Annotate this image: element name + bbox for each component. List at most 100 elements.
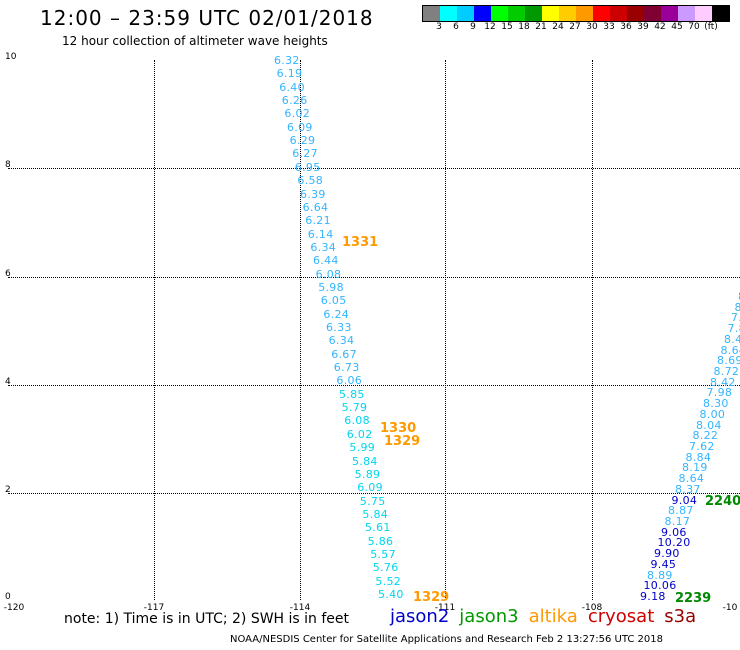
wave-height-label: 5.57 xyxy=(370,547,396,561)
wave-height-label: 6.27 xyxy=(292,147,318,161)
wave-height-label: 5.76 xyxy=(372,561,399,575)
wave-height-label: 9.04 xyxy=(671,493,698,507)
color-scale-label: 33 xyxy=(603,22,615,32)
wave-height-label: 6.39 xyxy=(300,187,326,201)
wave-height-label: 5.79 xyxy=(341,401,368,415)
wave-height-label: 6.33 xyxy=(326,321,352,334)
color-scale-label: 45 xyxy=(671,22,683,32)
x-tick-label: -111 xyxy=(434,603,456,613)
wave-height-label: 9.90 xyxy=(654,547,680,561)
wave-height-label: 8.00 xyxy=(699,407,726,421)
color-swatch xyxy=(440,6,457,21)
wave-height-label: 8.64 xyxy=(678,472,705,486)
wave-height-label: 8.22 xyxy=(692,429,719,443)
wave-height-label: 5.99 xyxy=(349,441,376,455)
wave-height-label: 8.19 xyxy=(682,461,708,475)
color-scale-label: 24 xyxy=(552,22,564,32)
wave-height-label: 8.17 xyxy=(664,515,691,528)
x-tick-label: -120 xyxy=(3,603,25,613)
pass-time-label: 1331 xyxy=(342,235,379,250)
color-scale-bar xyxy=(422,5,730,22)
map-title: 12:00 – 23:59 UTC 02/01/2018 xyxy=(40,6,374,30)
pass-time-label: 1330 xyxy=(380,421,417,436)
wave-height-label: 9.06 xyxy=(661,525,687,539)
color-swatch xyxy=(644,6,661,21)
satellite-legend-item: s3a xyxy=(664,606,697,627)
color-scale-label: 9 xyxy=(470,22,476,32)
wave-height-label: 8.4 xyxy=(724,332,740,346)
wave-height-label: 5.40 xyxy=(378,588,404,601)
wave-height-label: 6.73 xyxy=(333,361,360,375)
color-scale-label: 12 xyxy=(484,22,496,32)
grid-line-vertical xyxy=(592,60,593,600)
wave-height-label: 10.20 xyxy=(657,536,691,550)
color-swatch xyxy=(508,6,525,21)
pass-time-label: 1329 xyxy=(413,590,450,605)
wave-height-label: 6.64 xyxy=(302,200,329,214)
wave-height-label: 6.34 xyxy=(328,334,355,348)
wave-height-label: 8.42 xyxy=(710,375,736,389)
color-scale-label: 3 xyxy=(436,22,442,32)
wave-height-label: 8.64 xyxy=(720,343,740,357)
wave-height-label: 7. xyxy=(731,311,740,325)
color-swatch xyxy=(559,6,576,21)
grid-line-vertical xyxy=(445,60,446,600)
wave-height-label: 8 xyxy=(734,300,740,314)
wave-height-label: 6.40 xyxy=(279,80,305,94)
footer-credit: NOAA/NESDIS Center for Satellite Applica… xyxy=(230,634,663,645)
grid-line-vertical xyxy=(300,60,301,600)
wave-height-label: 8.37 xyxy=(675,482,701,496)
wave-height-label: 6.08 xyxy=(344,414,370,428)
wave-height-label: 6.09 xyxy=(357,481,383,495)
x-tick-label: -114 xyxy=(289,603,311,613)
wave-height-label: 6.44 xyxy=(313,254,339,268)
wave-height-label: 7.98 xyxy=(706,386,733,400)
wave-height-label: 6.09 xyxy=(287,120,313,134)
color-swatch xyxy=(576,6,593,21)
color-scale-label: 39 xyxy=(637,22,649,32)
color-swatch xyxy=(423,6,440,21)
grid-line-horizontal xyxy=(8,493,740,494)
color-swatch xyxy=(627,6,644,21)
color-scale-label: 36 xyxy=(620,22,632,32)
map-subtitle: 12 hour collection of altimeter wave hei… xyxy=(62,34,328,48)
color-swatch xyxy=(712,6,729,21)
wave-height-label: 8.04 xyxy=(696,418,722,432)
units-note: note: 1) Time is in UTC; 2) SWH is in fe… xyxy=(64,611,350,627)
wave-height-label: 8.72 xyxy=(713,365,740,378)
color-swatch xyxy=(474,6,491,21)
color-scale-label: 6 xyxy=(453,22,459,32)
wave-height-label: 5.52 xyxy=(375,574,402,588)
color-swatch xyxy=(542,6,559,21)
wave-height-label: 6.34 xyxy=(310,240,337,254)
wave-height-label: 8.69 xyxy=(717,354,740,368)
color-scale-label: 42 xyxy=(654,22,666,32)
color-scale-labels: 3 6 9 12 15 18 21 24 27 30 33 36 39 42 45 70 (ft) xyxy=(422,22,740,34)
wave-height-label: 6.29 xyxy=(289,134,316,148)
grid-line-horizontal xyxy=(8,277,740,278)
wave-height-label: 6.32 xyxy=(274,54,300,67)
color-swatch xyxy=(457,6,474,21)
wave-height-label: 9.18 xyxy=(640,590,666,603)
satellite-legend-item: jason3 xyxy=(459,606,519,627)
wave-height-label: 6.95 xyxy=(294,160,321,174)
pass-time-label: 1329 xyxy=(384,434,421,449)
y-tick-label: 0 xyxy=(5,592,11,602)
wave-height-label: 8.30 xyxy=(703,397,729,411)
wave-height-label: 8.87 xyxy=(668,504,694,518)
x-tick-label: -10 xyxy=(722,603,738,613)
wave-height-label: 6.21 xyxy=(305,214,331,228)
y-tick-label: 2 xyxy=(5,485,11,495)
wave-height-label: 5.84 xyxy=(352,454,378,468)
wave-height-label: 5.86 xyxy=(367,534,394,548)
color-swatch xyxy=(610,6,627,21)
wave-height-label: 6.05 xyxy=(320,294,347,308)
grid-line-vertical xyxy=(154,60,155,600)
satellite-legend-item: jason2 xyxy=(390,606,450,627)
color-scale-label: 70 xyxy=(688,22,700,32)
grid-line-horizontal xyxy=(8,168,740,169)
x-tick-label: -108 xyxy=(581,603,603,613)
color-scale-label: 30 xyxy=(586,22,598,32)
wave-height-label: 5.75 xyxy=(359,494,386,508)
